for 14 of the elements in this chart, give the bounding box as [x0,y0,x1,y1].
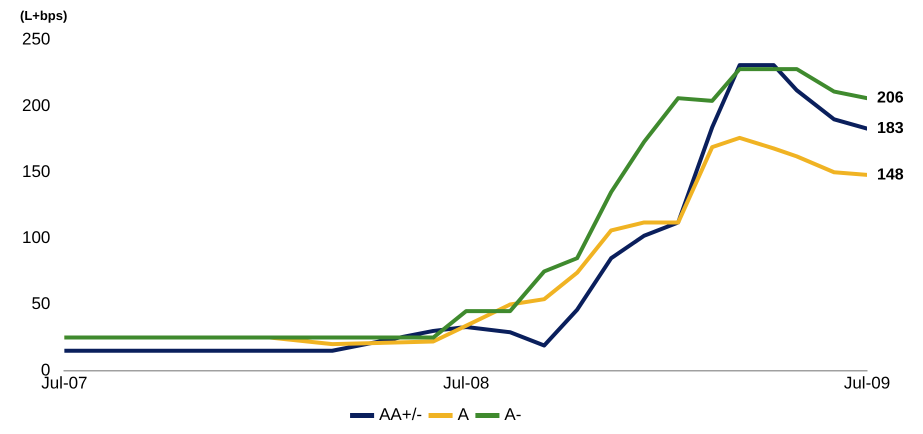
x-tick-label: Jul-08 [443,373,490,392]
y-axis-title: (L+bps) [20,8,68,23]
data-label: 148 [877,166,904,184]
x-tick-label: Jul-09 [844,373,890,392]
y-tick-label: 250 [22,30,50,49]
legend-label: AA+/- [379,405,422,424]
y-tick-label: 50 [31,294,50,314]
data-label: 206 [877,90,904,107]
y-tick-label: 100 [22,228,50,248]
legend-label: A- [504,405,522,424]
legend-label: A [458,405,470,424]
y-tick-label: 150 [22,162,50,181]
data-label: 183 [877,120,904,138]
y-tick-label: 200 [22,96,50,115]
